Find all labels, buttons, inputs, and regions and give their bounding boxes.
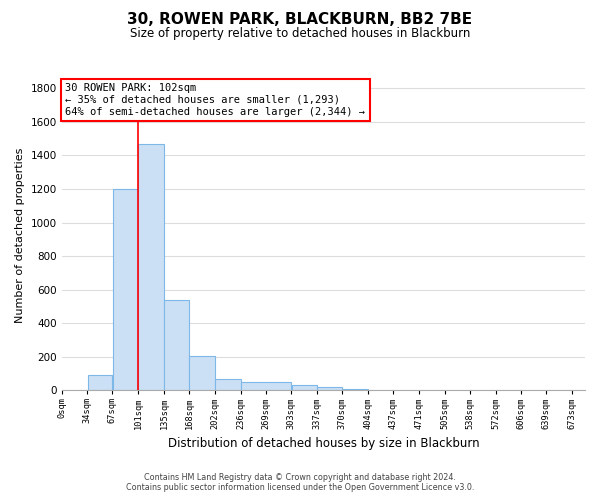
Bar: [113, 189, 138, 390]
Text: 30 ROWEN PARK: 102sqm
← 35% of detached houses are smaller (1,293)
64% of semi-d: 30 ROWEN PARK: 102sqm ← 35% of detached …: [65, 84, 365, 116]
Bar: [317, 387, 342, 390]
Y-axis label: Number of detached properties: Number of detached properties: [15, 148, 25, 323]
X-axis label: Distribution of detached houses by size in Blackburn: Distribution of detached houses by size …: [167, 437, 479, 450]
Bar: [189, 356, 215, 390]
Text: 30, ROWEN PARK, BLACKBURN, BB2 7BE: 30, ROWEN PARK, BLACKBURN, BB2 7BE: [127, 12, 473, 28]
Bar: [343, 388, 368, 390]
Text: Contains HM Land Registry data © Crown copyright and database right 2024.
Contai: Contains HM Land Registry data © Crown c…: [126, 473, 474, 492]
Bar: [164, 300, 189, 390]
Bar: [139, 144, 164, 390]
Text: Size of property relative to detached houses in Blackburn: Size of property relative to detached ho…: [130, 28, 470, 40]
Bar: [292, 385, 317, 390]
Bar: [215, 380, 241, 390]
Bar: [88, 375, 112, 390]
Bar: [241, 382, 292, 390]
